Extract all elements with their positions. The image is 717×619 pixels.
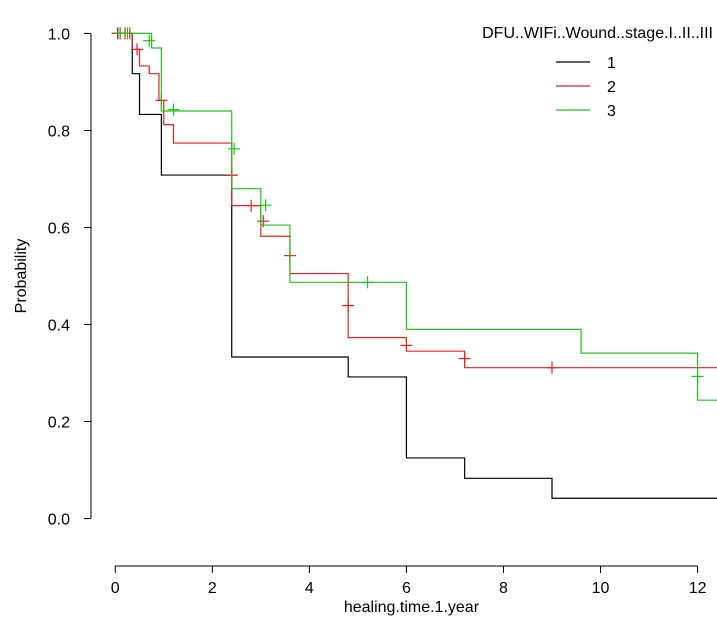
- x-tick-label: 2: [208, 580, 217, 597]
- legend-label-3: 3: [607, 103, 616, 120]
- series-2: [111, 27, 717, 374]
- x-axis-title: healing.time.1.year: [344, 599, 480, 616]
- axes: 0 2 4 6 8 10 12 0.00.20.40.60.81.0: [48, 26, 707, 597]
- y-tick-label: 0.6: [48, 220, 70, 237]
- x-tick-label: 0: [111, 580, 120, 597]
- series-line-3: [115, 32, 717, 401]
- y-ticks: 0.0 0.2 0.4 0.6 0.8 1.0: [48, 26, 91, 529]
- legend-label-1: 1: [607, 55, 616, 72]
- series-1: [111, 27, 717, 499]
- legend: DFU..WIFi..Wound..stage.I..II..III 1 2 3: [482, 25, 713, 120]
- y-tick-label: 0.2: [48, 415, 70, 432]
- y-axis-title: Probability: [13, 239, 30, 314]
- legend-label-2: 2: [607, 79, 616, 96]
- series-line-1: [115, 32, 717, 499]
- y-tick-label: 0.4: [48, 318, 70, 335]
- series-3: [114, 27, 717, 401]
- x-tick-label: 6: [402, 580, 411, 597]
- series-line-2: [115, 32, 717, 369]
- legend-title: DFU..WIFi..Wound..stage.I..II..III: [482, 25, 713, 42]
- y-tick-label: 0.0: [48, 512, 70, 529]
- y-tick-label: 1.0: [48, 26, 70, 43]
- x-tick-label: 12: [689, 580, 707, 597]
- x-tick-label: 4: [305, 580, 314, 597]
- x-tick-label: 10: [592, 580, 610, 597]
- plot-area: [111, 27, 717, 499]
- x-ticks: 0 2 4 6 8 10 12: [111, 566, 707, 597]
- series-layer: [111, 27, 717, 499]
- y-tick-label: 0.8: [48, 123, 70, 140]
- x-tick-label: 8: [499, 580, 508, 597]
